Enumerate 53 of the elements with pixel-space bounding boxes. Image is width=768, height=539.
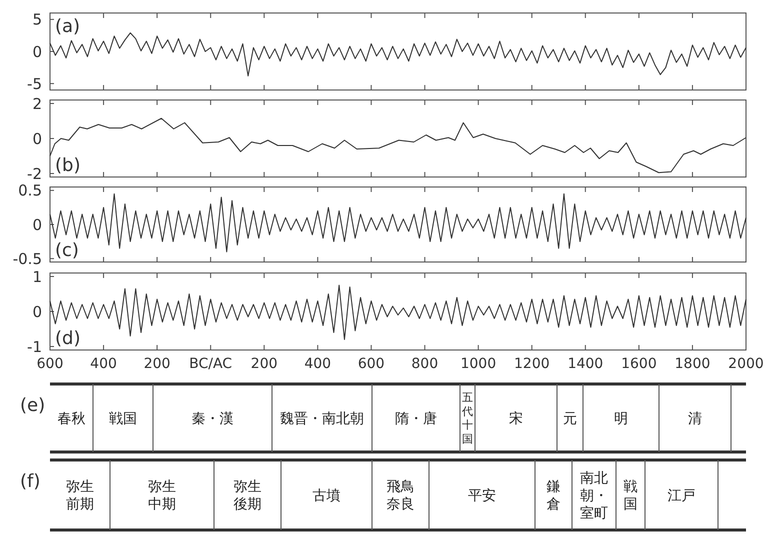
category-label: 南北朝・室町	[580, 470, 608, 522]
x-tick-label: 1000	[460, 356, 496, 372]
text: (e)	[20, 395, 46, 416]
category-label: 鎌倉	[546, 479, 560, 513]
y-tick-label: 5	[32, 10, 42, 29]
category-label: 古墳	[312, 488, 340, 504]
text: (d)	[55, 328, 80, 349]
text: (f)	[20, 471, 40, 492]
category-label: 平安	[468, 488, 496, 504]
x-tick-label: 1800	[674, 356, 710, 372]
category-label: 元	[563, 410, 577, 427]
category-label: 五代十国	[461, 391, 473, 446]
category-label: 戦国	[624, 479, 638, 513]
y-tick-label: 1	[32, 268, 42, 286]
category-label: 魏晋・南北朝	[280, 410, 364, 427]
x-tick-label: 400	[304, 356, 332, 372]
x-tick-label: 1400	[568, 356, 604, 372]
x-tick-label: 800	[411, 356, 438, 372]
category-label: 戦国	[109, 410, 137, 427]
category-label: 清	[688, 410, 702, 427]
y-tick-label: 2	[32, 94, 42, 113]
y-tick-label: 0	[32, 130, 42, 148]
category-label: 春秋	[58, 410, 86, 427]
category-label: 明	[614, 410, 628, 427]
x-tick-label: BC/AC	[189, 356, 232, 372]
category-label: 隋・唐	[395, 410, 437, 427]
x-tick-label: 200	[250, 356, 278, 372]
x-tick-label: 200	[144, 356, 170, 372]
category-label: 秦・漢	[192, 410, 234, 427]
category-label: 江戸	[668, 488, 696, 504]
x-tick-label: 600	[36, 356, 64, 372]
category-label: 弥生中期	[148, 479, 176, 513]
text: (c)	[55, 240, 79, 261]
y-tick-label: 0.5	[18, 182, 42, 200]
category-label: 宋	[509, 410, 523, 427]
x-tick-label: 2000	[728, 356, 764, 372]
line-series	[50, 118, 746, 174]
category-label: 弥生前期	[66, 479, 94, 513]
x-tick-label: 1600	[621, 356, 657, 372]
y-tick-label: -0.5	[12, 250, 42, 268]
y-tick-label: 0	[32, 216, 42, 234]
x-tick-label: 1200	[514, 356, 550, 372]
y-tick-label: 0	[32, 42, 42, 61]
y-tick-label: -1	[27, 338, 42, 356]
category-label: 弥生後期	[234, 479, 262, 513]
y-tick-label: 0	[32, 302, 42, 321]
x-tick-label: 600	[358, 356, 385, 372]
y-tick-label: -2	[27, 164, 42, 183]
x-tick-label: 400	[90, 356, 117, 372]
text: (b)	[55, 155, 80, 176]
y-tick-label: -5	[27, 74, 42, 93]
chart-title: (a)	[55, 16, 80, 37]
category-label: 飛鳥奈良	[386, 479, 414, 513]
